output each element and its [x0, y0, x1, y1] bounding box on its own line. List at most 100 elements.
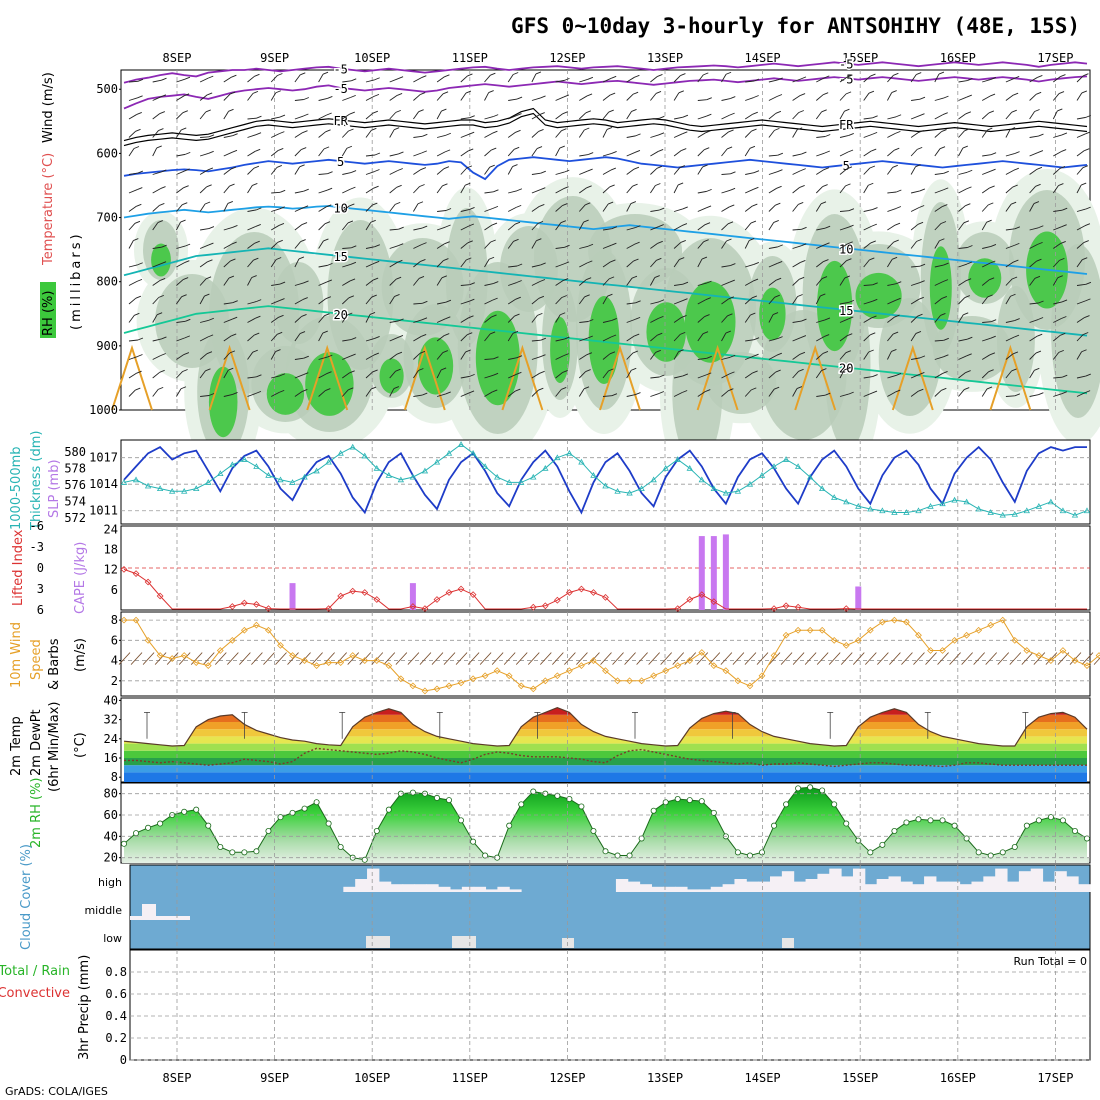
rh-point — [325, 820, 332, 827]
wind-speed-point — [794, 626, 802, 634]
surface-wind-barb — [1081, 652, 1094, 665]
wind-barb — [792, 153, 802, 157]
wind-barb-flag — [325, 388, 331, 391]
wind-barb-flag — [894, 147, 900, 151]
wind-barb — [531, 97, 541, 101]
wind-barb — [578, 388, 585, 397]
wind-barb — [223, 227, 233, 231]
wind-barb-flag — [540, 262, 546, 266]
cloud-high-bar — [924, 876, 937, 892]
wind-barb — [697, 316, 705, 323]
wind-barb — [1029, 260, 1037, 268]
wind-barb-flag — [657, 332, 663, 336]
wind-barb-flag — [963, 220, 970, 224]
wind-barb-flag — [208, 75, 214, 79]
wind-barb — [223, 318, 233, 323]
wind-barb-flag — [632, 91, 639, 95]
wind-barb-flag — [157, 220, 163, 224]
temp-tick-8: 8 — [111, 770, 118, 784]
wind-barb-flag — [657, 149, 664, 152]
wind-barb-flag — [301, 222, 308, 225]
wind-barb-flag — [655, 91, 662, 94]
rh-point — [361, 856, 368, 863]
wind-barb — [1053, 76, 1061, 83]
wind-barb — [152, 130, 159, 138]
wind-barb — [697, 149, 705, 157]
wind-barb-flag — [941, 129, 947, 132]
wind-speed-point — [939, 647, 946, 654]
wind-barb — [176, 296, 183, 305]
wind-barb-flag — [394, 294, 400, 297]
surface-wind-barb — [720, 652, 733, 665]
surface-wind-barb — [130, 652, 143, 665]
bottom-date-label-10sep: 10SEP — [354, 1071, 390, 1085]
wind-barb — [152, 280, 161, 286]
wind-barb-flag — [725, 71, 732, 75]
wind-speed-point — [758, 672, 766, 680]
wind-barb — [460, 242, 469, 249]
wind-barb — [270, 92, 277, 101]
thickness-point — [1047, 498, 1055, 505]
chart-title: GFS 0~10day 3-hourly for ANTSOHIHY (48E,… — [511, 14, 1080, 38]
rh2m-grid — [121, 783, 1090, 863]
wind-barb — [223, 135, 233, 138]
wind-barb-flag — [251, 275, 257, 278]
wind-barb-flag — [465, 90, 472, 94]
wind-barb-flag — [253, 165, 260, 169]
wind-barb — [673, 167, 681, 175]
wind-barb-flag — [1011, 276, 1018, 280]
wind-barb-flag — [610, 334, 617, 338]
wind-barb — [413, 169, 422, 175]
wind-speed-point — [565, 667, 573, 675]
wind-barb-flag — [137, 95, 143, 99]
wind-barb — [981, 95, 991, 101]
wind-barb — [673, 225, 683, 231]
wind-barb — [484, 166, 491, 175]
surface-wind-barb — [142, 652, 155, 665]
wind-barb-flag — [468, 390, 475, 394]
wind-speed-point — [987, 621, 995, 629]
wind-barb — [910, 115, 920, 120]
rh-point — [1047, 814, 1054, 821]
wind-barb — [436, 318, 446, 323]
wind-barb-flag — [896, 281, 902, 285]
precip-axis: 00.20.40.60.8 — [105, 965, 127, 1067]
isotherm-label: -5 — [839, 58, 853, 72]
wind-barb-flag — [848, 316, 854, 320]
wind-barb — [152, 371, 160, 379]
wind-barb-flag — [868, 349, 874, 353]
wind-barb — [982, 262, 991, 268]
wind-barb-flag — [870, 332, 876, 336]
wind-barb-flag — [633, 258, 639, 262]
wind-speed-point — [975, 626, 983, 634]
wind-barb-flag — [635, 300, 641, 304]
wind-barb-flag — [918, 205, 925, 208]
wind-barb — [626, 394, 636, 397]
wind-barb-flag — [468, 148, 474, 152]
surface-wind-barb — [227, 652, 239, 665]
rh2m-axis-label: 2m RH (%) — [29, 777, 44, 848]
wind-barb-flag — [701, 256, 708, 260]
wind-barb-flag — [231, 241, 237, 245]
wind-barb-flag — [564, 77, 570, 81]
wind-speed-point — [638, 677, 646, 685]
wind-barb-flag — [704, 314, 710, 317]
cloud-high-bar — [746, 881, 759, 892]
wind-barb — [816, 136, 826, 138]
thickness-point — [241, 456, 248, 462]
rh-point — [229, 849, 236, 856]
wind-barb — [271, 191, 281, 194]
rh-point — [951, 822, 958, 829]
wind-barb-flag — [964, 295, 970, 299]
wind-barb-flag — [967, 336, 973, 340]
wind-barb-flag — [1059, 166, 1066, 169]
wind-barb — [152, 171, 162, 175]
wind-barb-flag — [1010, 293, 1016, 297]
wind-barb — [602, 395, 613, 397]
dewpoint-line — [124, 747, 1087, 768]
wind-barb — [484, 241, 492, 249]
thickness-point — [337, 449, 344, 456]
lifted-index-point — [120, 566, 128, 573]
